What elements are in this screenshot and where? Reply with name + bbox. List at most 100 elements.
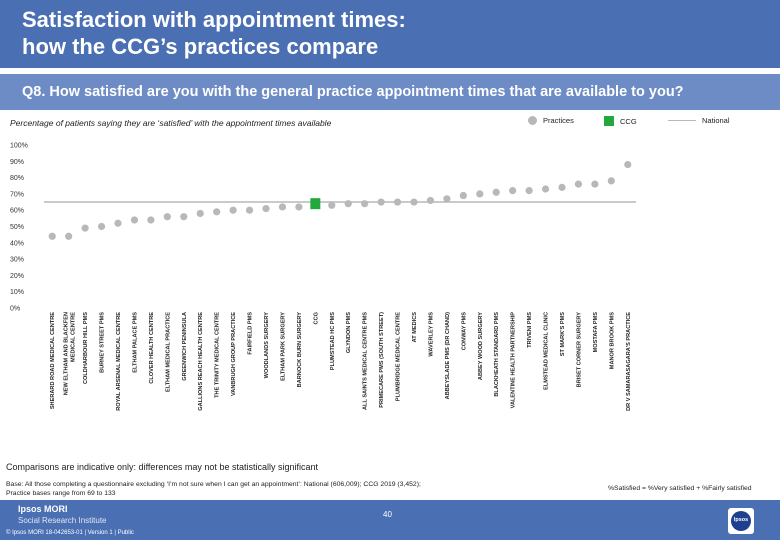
category-label: ABBEY WOOD SURGERY xyxy=(478,312,484,380)
footer-band xyxy=(0,500,780,540)
base-line-1: Base: All those completing a questionnai… xyxy=(6,481,421,488)
category-label-line: ELMSTEAD MEDICAL CLINIC xyxy=(544,312,550,390)
practice-dot xyxy=(163,213,171,221)
category-label: WOODLANDS SURGERY xyxy=(264,312,270,379)
category-label: CLOVER HEALTH CENTRE xyxy=(149,312,155,384)
category-label-line: PLUMBRIDGE MEDICAL CENTRE xyxy=(396,312,402,401)
footer-meta: © Ipsos MORI 18-042653-01 | Version 1 | … xyxy=(6,530,134,536)
practice-dot xyxy=(574,180,583,188)
ipsos-logo-ring xyxy=(731,511,751,531)
category-label-line: ELTHAM PARK SURGERY xyxy=(280,312,286,381)
category-label: CCG xyxy=(313,312,319,324)
category-label: GREENWICH PENINSULA xyxy=(182,312,188,381)
practice-dot xyxy=(97,222,106,231)
practice-dot xyxy=(245,206,254,214)
satisfied-definition: %Satisfied = %Very satisfied + %Fairly s… xyxy=(608,485,752,492)
category-label-line: CONWAY PMS xyxy=(461,312,467,351)
slide-title: Satisfaction with appointment times: how… xyxy=(22,6,406,60)
base-line-2: Practice bases range from 69 to 133 xyxy=(6,490,116,497)
chart-title: Percentage of patients saying they are ‘… xyxy=(10,118,332,128)
category-label-line: VALENTINE HEALTH PARTNERSHIP xyxy=(511,312,517,409)
legend-national: National xyxy=(668,116,730,125)
y-tick-label: 0% xyxy=(10,306,20,313)
category-label: VALENTINE HEALTH PARTNERSHIP xyxy=(511,312,517,409)
category-label: ELTHAM MEDICAL PRACTICE xyxy=(165,312,171,392)
base-note: Base: All those completing a questionnai… xyxy=(6,480,421,498)
practice-dot xyxy=(492,188,500,196)
category-label-line: GALLIONS REACH HEALTH CENTRE xyxy=(198,312,204,411)
category-label: NEW ELTHAM AND BLACKFENMEDICAL CENTRE xyxy=(64,312,77,396)
title-line-1: Satisfaction with appointment times: xyxy=(22,7,406,32)
question-band xyxy=(0,74,780,110)
category-label: ROYAL ARSENAL MEDICAL CENTRE xyxy=(116,312,122,411)
category-label-line: ABBEYSLADE PMS (DR CHAND) xyxy=(445,312,451,399)
y-tick-label: 20% xyxy=(10,273,24,280)
category-label-line: BURNEY STREET PMS xyxy=(100,312,106,373)
category-label: PRIMECARE PMS (SOUTH STREET) xyxy=(379,312,385,408)
category-label-line: CCG xyxy=(313,312,319,324)
category-label-line: PRIMECARE PMS (SOUTH STREET) xyxy=(379,312,385,408)
category-label-line: ROYAL ARSENAL MEDICAL CENTRE xyxy=(116,312,122,411)
category-label: ELTHAM PARK SURGERY xyxy=(280,312,286,381)
category-label-line: SHERARD ROAD MEDICAL CENTRE xyxy=(50,312,56,409)
legend-ccg-marker xyxy=(604,116,614,126)
category-label: ELMSTEAD MEDICAL CLINIC xyxy=(544,312,550,390)
practice-dot xyxy=(180,213,188,221)
category-label: ALL SAINTS MEDICAL CENTRE PMS xyxy=(363,312,369,410)
category-label-line: BRISET CORNER SURGERY xyxy=(576,312,582,388)
practice-dot xyxy=(591,180,599,188)
practice-dot xyxy=(344,200,352,208)
category-label: MANOR BROOK PMS xyxy=(609,312,615,369)
page-number: 40 xyxy=(383,510,392,519)
practice-dot xyxy=(459,191,467,200)
category-label: FAIRFIELD PMS xyxy=(248,312,254,355)
category-label-line: BLACKHEATH STANDARD PMS xyxy=(494,312,500,397)
practice-dot xyxy=(229,206,237,214)
practice-dot xyxy=(509,187,517,195)
question-text: Q8. How satisfied are you with the gener… xyxy=(22,84,684,100)
legend-ccg: CCG xyxy=(604,116,637,126)
legend-practices: Practices xyxy=(528,116,574,125)
ccg-marker xyxy=(310,198,321,210)
category-label: BRISET CORNER SURGERY xyxy=(576,312,582,388)
category-label-line: TRIVENI PMS xyxy=(527,312,533,348)
title-band xyxy=(0,0,780,68)
legend-practices-marker xyxy=(528,116,537,125)
ipsos-mori-logo-text: Ipsos MORI xyxy=(18,504,68,514)
y-tick-label: 90% xyxy=(10,159,24,166)
category-label: SHERARD ROAD MEDICAL CENTRE xyxy=(50,312,56,409)
category-label-line: FAIRFIELD PMS xyxy=(248,312,254,355)
legend-ccg-label: CCG xyxy=(620,116,637,126)
category-label: MOSTAFA PMS xyxy=(593,312,599,353)
y-tick-label: 30% xyxy=(10,257,24,264)
category-label: BURNEY STREET PMS xyxy=(100,312,106,373)
practice-dot xyxy=(393,198,402,206)
y-tick-label: 60% xyxy=(10,208,24,215)
category-label-line: ELTHAM MEDICAL PRACTICE xyxy=(165,312,171,392)
practice-dot xyxy=(48,232,56,240)
category-label-line: THE TRINITY MEDICAL CENTRE xyxy=(215,312,221,398)
category-label-line: WAVERLEY PMS xyxy=(428,312,434,357)
practice-dot xyxy=(525,187,533,195)
y-tick-label: 70% xyxy=(10,191,24,198)
category-label-line: GREENWICH PENINSULA xyxy=(182,312,188,381)
practice-dot xyxy=(361,200,369,208)
category-label: CONWAY PMS xyxy=(461,312,467,351)
satisfaction-chart: 0% 10% 20% 30% 40% 50% 60% 70% 80% 90% 100% SHERARD… xyxy=(10,143,636,411)
practice-dot xyxy=(410,198,418,206)
y-tick-label: 50% xyxy=(10,224,24,231)
category-label-line: ST MARK'S PMS xyxy=(560,312,566,356)
practice-dot xyxy=(476,190,484,198)
category-label: GALLIONS REACH HEALTH CENTRE xyxy=(198,312,204,411)
practice-dot xyxy=(213,208,221,216)
category-label-line: ELTHAM PALACE PMS xyxy=(132,312,138,373)
category-label: BARNOCK BURN SURGERY xyxy=(297,312,303,388)
category-label: AT MEDICS xyxy=(412,312,418,343)
practice-dot xyxy=(558,183,566,191)
category-label-line: MEDICAL CENTRE xyxy=(71,312,77,362)
practice-dot xyxy=(426,196,435,205)
ipsos-logo-wordmark: Ipsos xyxy=(733,517,749,523)
category-label: VANBRUGH GROUP PRACTICE xyxy=(231,312,237,396)
practice-dot xyxy=(328,201,336,209)
title-line-2: how the CCG’s practices compare xyxy=(22,34,379,59)
